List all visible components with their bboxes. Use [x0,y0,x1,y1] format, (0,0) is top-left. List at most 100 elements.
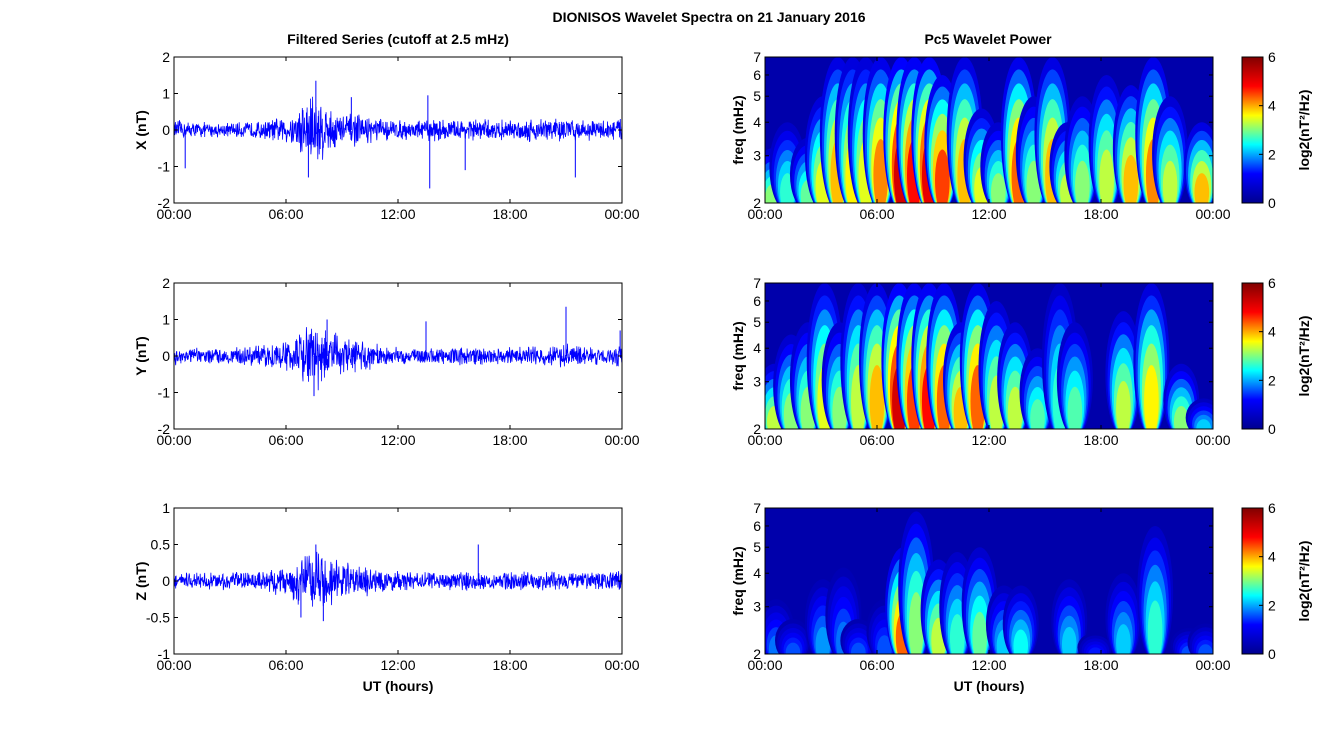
right-column-title: Pc5 Wavelet Power [924,31,1052,47]
series-line-Y [173,327,623,391]
colorbar-Z [1241,507,1264,655]
y-tick-label: 4 [753,114,761,130]
x-axis-label: UT (hours) [363,678,434,694]
colorbar-tick-label: 0 [1268,421,1276,437]
heatmap-bursts-Z [765,511,1213,654]
colorbar-tick-label: 6 [1268,500,1276,516]
power-contour [972,611,987,654]
x-tick-label: 00:00 [604,432,639,448]
y-axis-label: X (nT) [133,110,149,150]
y-tick-label: 3 [753,374,761,390]
power-contour [1061,626,1077,654]
power-contour [991,173,1006,203]
y-tick-label: 2 [753,421,761,437]
x-tick-label: 00:00 [747,657,782,673]
power-contour [1123,154,1139,203]
x-tick-label: 06:00 [859,206,894,222]
x-tick-label: 00:00 [156,657,191,673]
power-contour [1198,644,1213,654]
x-tick-label: 00:00 [747,432,782,448]
power-contour [1099,149,1114,203]
figure-title: DIONISOS Wavelet Spectra on 21 January 2… [552,9,865,25]
power-contour [908,592,924,654]
y-tick-label: -2 [158,195,171,211]
y-axis-label: freq (mHz) [730,321,746,390]
colorbar-tick-label: 2 [1268,372,1276,388]
y-tick-label: 1 [162,312,170,328]
series-line-Z [173,551,623,607]
power-contour [869,365,885,429]
colorbar-tick-label: 2 [1268,597,1276,613]
y-tick-label: 0 [162,348,170,364]
left-column-title: Filtered Series (cutoff at 2.5 mHz) [287,31,509,47]
y-tick-label: -0.5 [146,610,170,626]
x-tick-label: 18:00 [1083,657,1118,673]
y-tick-label: -1 [158,385,171,401]
y-tick-label: 3 [753,599,761,615]
colorbar-tick-label: 4 [1268,549,1276,565]
colorbar-tick-label: 6 [1268,275,1276,291]
y-axis-label: Z (nT) [133,562,149,601]
y-tick-label: 6 [753,67,761,83]
x-tick-label: 12:00 [380,206,415,222]
power-contour [785,642,801,654]
power-contour [949,614,965,654]
x-tick-label: 18:00 [492,657,527,673]
y-tick-label: 0 [162,122,170,138]
y-tick-label: 1 [162,500,170,516]
y-tick-label: 4 [753,565,761,581]
x-tick-label: 18:00 [1083,432,1118,448]
x-axis-label: UT (hours) [954,678,1025,694]
power-contour [1162,160,1178,203]
x-tick-label: 06:00 [268,657,303,673]
power-contour [1088,647,1103,654]
y-tick-label: 7 [753,49,761,65]
power-contour [935,149,950,203]
y-tick-label: 0.5 [151,537,171,553]
y-tick-label: -1 [158,646,171,662]
x-tick-label: 00:00 [1195,657,1230,673]
colorbar-tick-label: 4 [1268,98,1276,114]
heatmap-bursts-X [765,57,1213,203]
power-contour [1173,405,1189,429]
colorbar-tick-label: 6 [1268,49,1276,65]
y-tick-label: 2 [162,275,170,291]
colorbar-tick-label: 0 [1268,195,1276,211]
y-tick-label: 1 [162,86,170,102]
x-tick-label: 00:00 [156,206,191,222]
x-tick-label: 00:00 [1195,432,1230,448]
y-tick-label: -1 [158,159,171,175]
y-tick-label: 2 [753,195,761,211]
x-tick-label: 00:00 [1195,206,1230,222]
colorbar-label: log2(nT²/Hz) [1296,541,1312,622]
x-tick-label: 12:00 [380,657,415,673]
colorbar-X [1241,56,1264,204]
x-tick-label: 12:00 [971,657,1006,673]
y-tick-label: 6 [753,293,761,309]
y-tick-label: 4 [753,340,761,356]
y-tick-label: 2 [753,646,761,662]
power-contour [877,635,892,654]
colorbar-Y [1241,282,1264,430]
power-contour [1075,160,1090,203]
x-tick-label: 00:00 [747,206,782,222]
y-tick-label: 5 [753,314,761,330]
power-contour [1067,386,1083,429]
x-tick-label: 18:00 [492,206,527,222]
colorbar-label: log2(nT²/Hz) [1296,316,1312,397]
power-contour [1116,380,1131,429]
y-tick-label: 0 [162,573,170,589]
x-tick-label: 12:00 [971,432,1006,448]
colorbar-tick-label: 2 [1268,146,1276,162]
power-contour [815,626,831,654]
power-contour [1030,399,1045,429]
colorbar-tick-label: 0 [1268,646,1276,662]
power-contour [1196,419,1211,429]
power-contour [1147,600,1163,654]
y-tick-label: 5 [753,539,761,555]
y-tick-label: 7 [753,500,761,516]
x-tick-label: 00:00 [604,657,639,673]
y-tick-label: 2 [162,49,170,65]
